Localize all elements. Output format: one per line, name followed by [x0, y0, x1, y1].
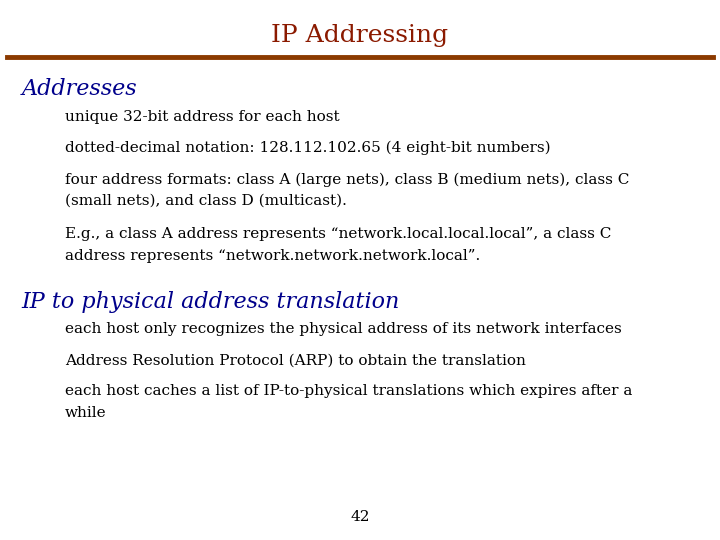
Text: IP Addressing: IP Addressing — [271, 24, 449, 48]
Text: Address Resolution Protocol (ARP) to obtain the translation: Address Resolution Protocol (ARP) to obt… — [65, 353, 526, 367]
Text: Addresses: Addresses — [22, 78, 138, 100]
Text: 42: 42 — [350, 510, 370, 524]
Text: each host only recognizes the physical address of its network interfaces: each host only recognizes the physical a… — [65, 322, 621, 336]
Text: each host caches a list of IP-to-physical translations which expires after a: each host caches a list of IP-to-physica… — [65, 384, 632, 399]
Text: while: while — [65, 406, 107, 420]
Text: IP to physical address translation: IP to physical address translation — [22, 291, 400, 313]
Text: address represents “network.network.network.local”.: address represents “network.network.netw… — [65, 249, 480, 263]
Text: four address formats: class A (large nets), class B (medium nets), class C: four address formats: class A (large net… — [65, 172, 629, 187]
Text: E.g., a class A address represents “network.local.local.local”, a class C: E.g., a class A address represents “netw… — [65, 227, 611, 241]
Text: (small nets), and class D (multicast).: (small nets), and class D (multicast). — [65, 194, 346, 208]
Text: dotted-decimal notation: 128.112.102.65 (4 eight-bit numbers): dotted-decimal notation: 128.112.102.65 … — [65, 141, 550, 156]
Text: unique 32-bit address for each host: unique 32-bit address for each host — [65, 110, 339, 124]
